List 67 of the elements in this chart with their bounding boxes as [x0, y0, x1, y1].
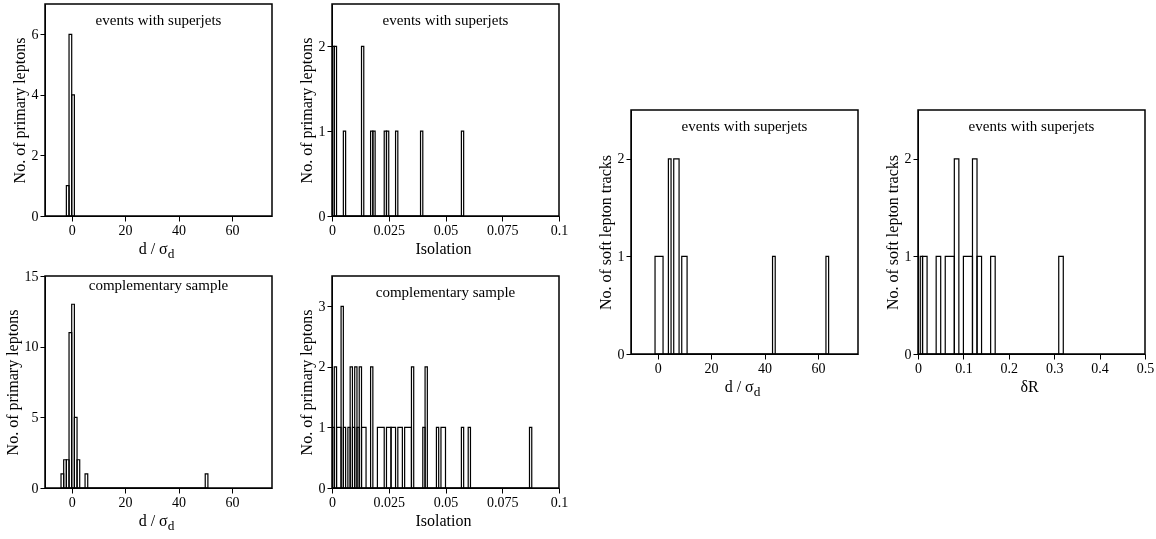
- y-axis-title: No. of primary leptons: [297, 37, 316, 184]
- x-tick-label: 0.3: [1045, 360, 1064, 376]
- y-tick-label: 1: [318, 419, 326, 435]
- y-tick-label: 10: [24, 339, 39, 355]
- x-tick-label: 0: [329, 222, 336, 238]
- x-tick-label: 0: [329, 494, 336, 510]
- y-tick-label: 0: [617, 346, 625, 362]
- x-axis-title: d / σ$_{d}$: [138, 512, 175, 535]
- text: events with superjets: [382, 12, 509, 28]
- x-tick-label: 0: [654, 360, 662, 376]
- y-tick-label: 1: [617, 248, 625, 264]
- y-axis-title: No. of primary leptons: [3, 309, 22, 456]
- x-tick-label: 40: [758, 360, 773, 376]
- y-tick-label: 3: [318, 298, 326, 314]
- y-tick-label: 0: [31, 208, 39, 224]
- x-tick-label: 0.1: [550, 222, 569, 238]
- x-axis-title: d / σ$_{d}$: [724, 378, 761, 401]
- chart-title: complementary sample: [88, 277, 229, 293]
- y-tick-label: 0: [318, 480, 326, 496]
- x-tick-label: 0.075: [487, 494, 519, 510]
- text: events with superjets: [968, 118, 1095, 134]
- x-tick-label: 20: [704, 360, 719, 376]
- x-tick-label: 0.1: [550, 494, 569, 510]
- text: events with superjets: [681, 118, 808, 134]
- y-tick-label: 6: [31, 26, 39, 42]
- y-tick-label: 2: [31, 147, 39, 163]
- text: complementary sample: [375, 284, 516, 300]
- y-tick-label: 0: [318, 208, 326, 224]
- x-axis-title: d / σ$_{d}$: [138, 240, 175, 263]
- y-tick-label: 2: [904, 151, 912, 167]
- y-axis-title: No. of soft lepton tracks: [596, 154, 615, 311]
- x-tick-label: 0.025: [373, 222, 405, 238]
- y-tick-label: 0: [904, 346, 912, 362]
- y-axis-title: No. of soft lepton tracks: [883, 154, 902, 311]
- x-tick-label: 60: [225, 494, 240, 510]
- x-tick-label: 0.025: [373, 494, 405, 510]
- x-axis-title: Isolation: [415, 512, 472, 530]
- x-tick-label: 0: [68, 222, 76, 238]
- x-tick-label: 0.075: [487, 222, 519, 238]
- text: events with superjets: [95, 12, 222, 28]
- x-tick-label: 0: [915, 360, 922, 376]
- y-tick-label: 15: [24, 268, 39, 284]
- x-axis-title: δR: [1020, 378, 1039, 396]
- x-tick-label: 0.1: [955, 360, 973, 376]
- y-tick-label: 1: [904, 248, 912, 264]
- x-tick-label: 20: [118, 222, 133, 238]
- y-tick-label: 1: [318, 123, 326, 139]
- x-tick-label: 60: [225, 222, 240, 238]
- x-tick-label: 40: [172, 222, 187, 238]
- x-tick-label: 0: [68, 494, 76, 510]
- y-tick-label: 2: [617, 151, 625, 167]
- y-axis-title: No. of primary leptons: [297, 309, 316, 456]
- y-tick-label: 4: [31, 87, 39, 103]
- x-tick-label: 0.05: [433, 222, 459, 238]
- x-tick-label: 0.5: [1136, 360, 1155, 376]
- x-tick-label: 0.05: [433, 494, 459, 510]
- x-tick-label: 0.2: [1000, 360, 1019, 376]
- y-tick-label: 5: [31, 409, 39, 425]
- y-tick-label: 0: [31, 480, 39, 496]
- x-axis-title: Isolation: [415, 240, 472, 258]
- y-axis-title: No. of primary leptons: [10, 37, 29, 184]
- x-tick-label: 0.4: [1091, 360, 1109, 376]
- x-tick-label: 20: [118, 494, 133, 510]
- x-tick-label: 60: [811, 360, 826, 376]
- x-tick-label: 40: [172, 494, 187, 510]
- y-tick-label: 2: [318, 359, 326, 375]
- y-tick-label: 2: [318, 38, 326, 54]
